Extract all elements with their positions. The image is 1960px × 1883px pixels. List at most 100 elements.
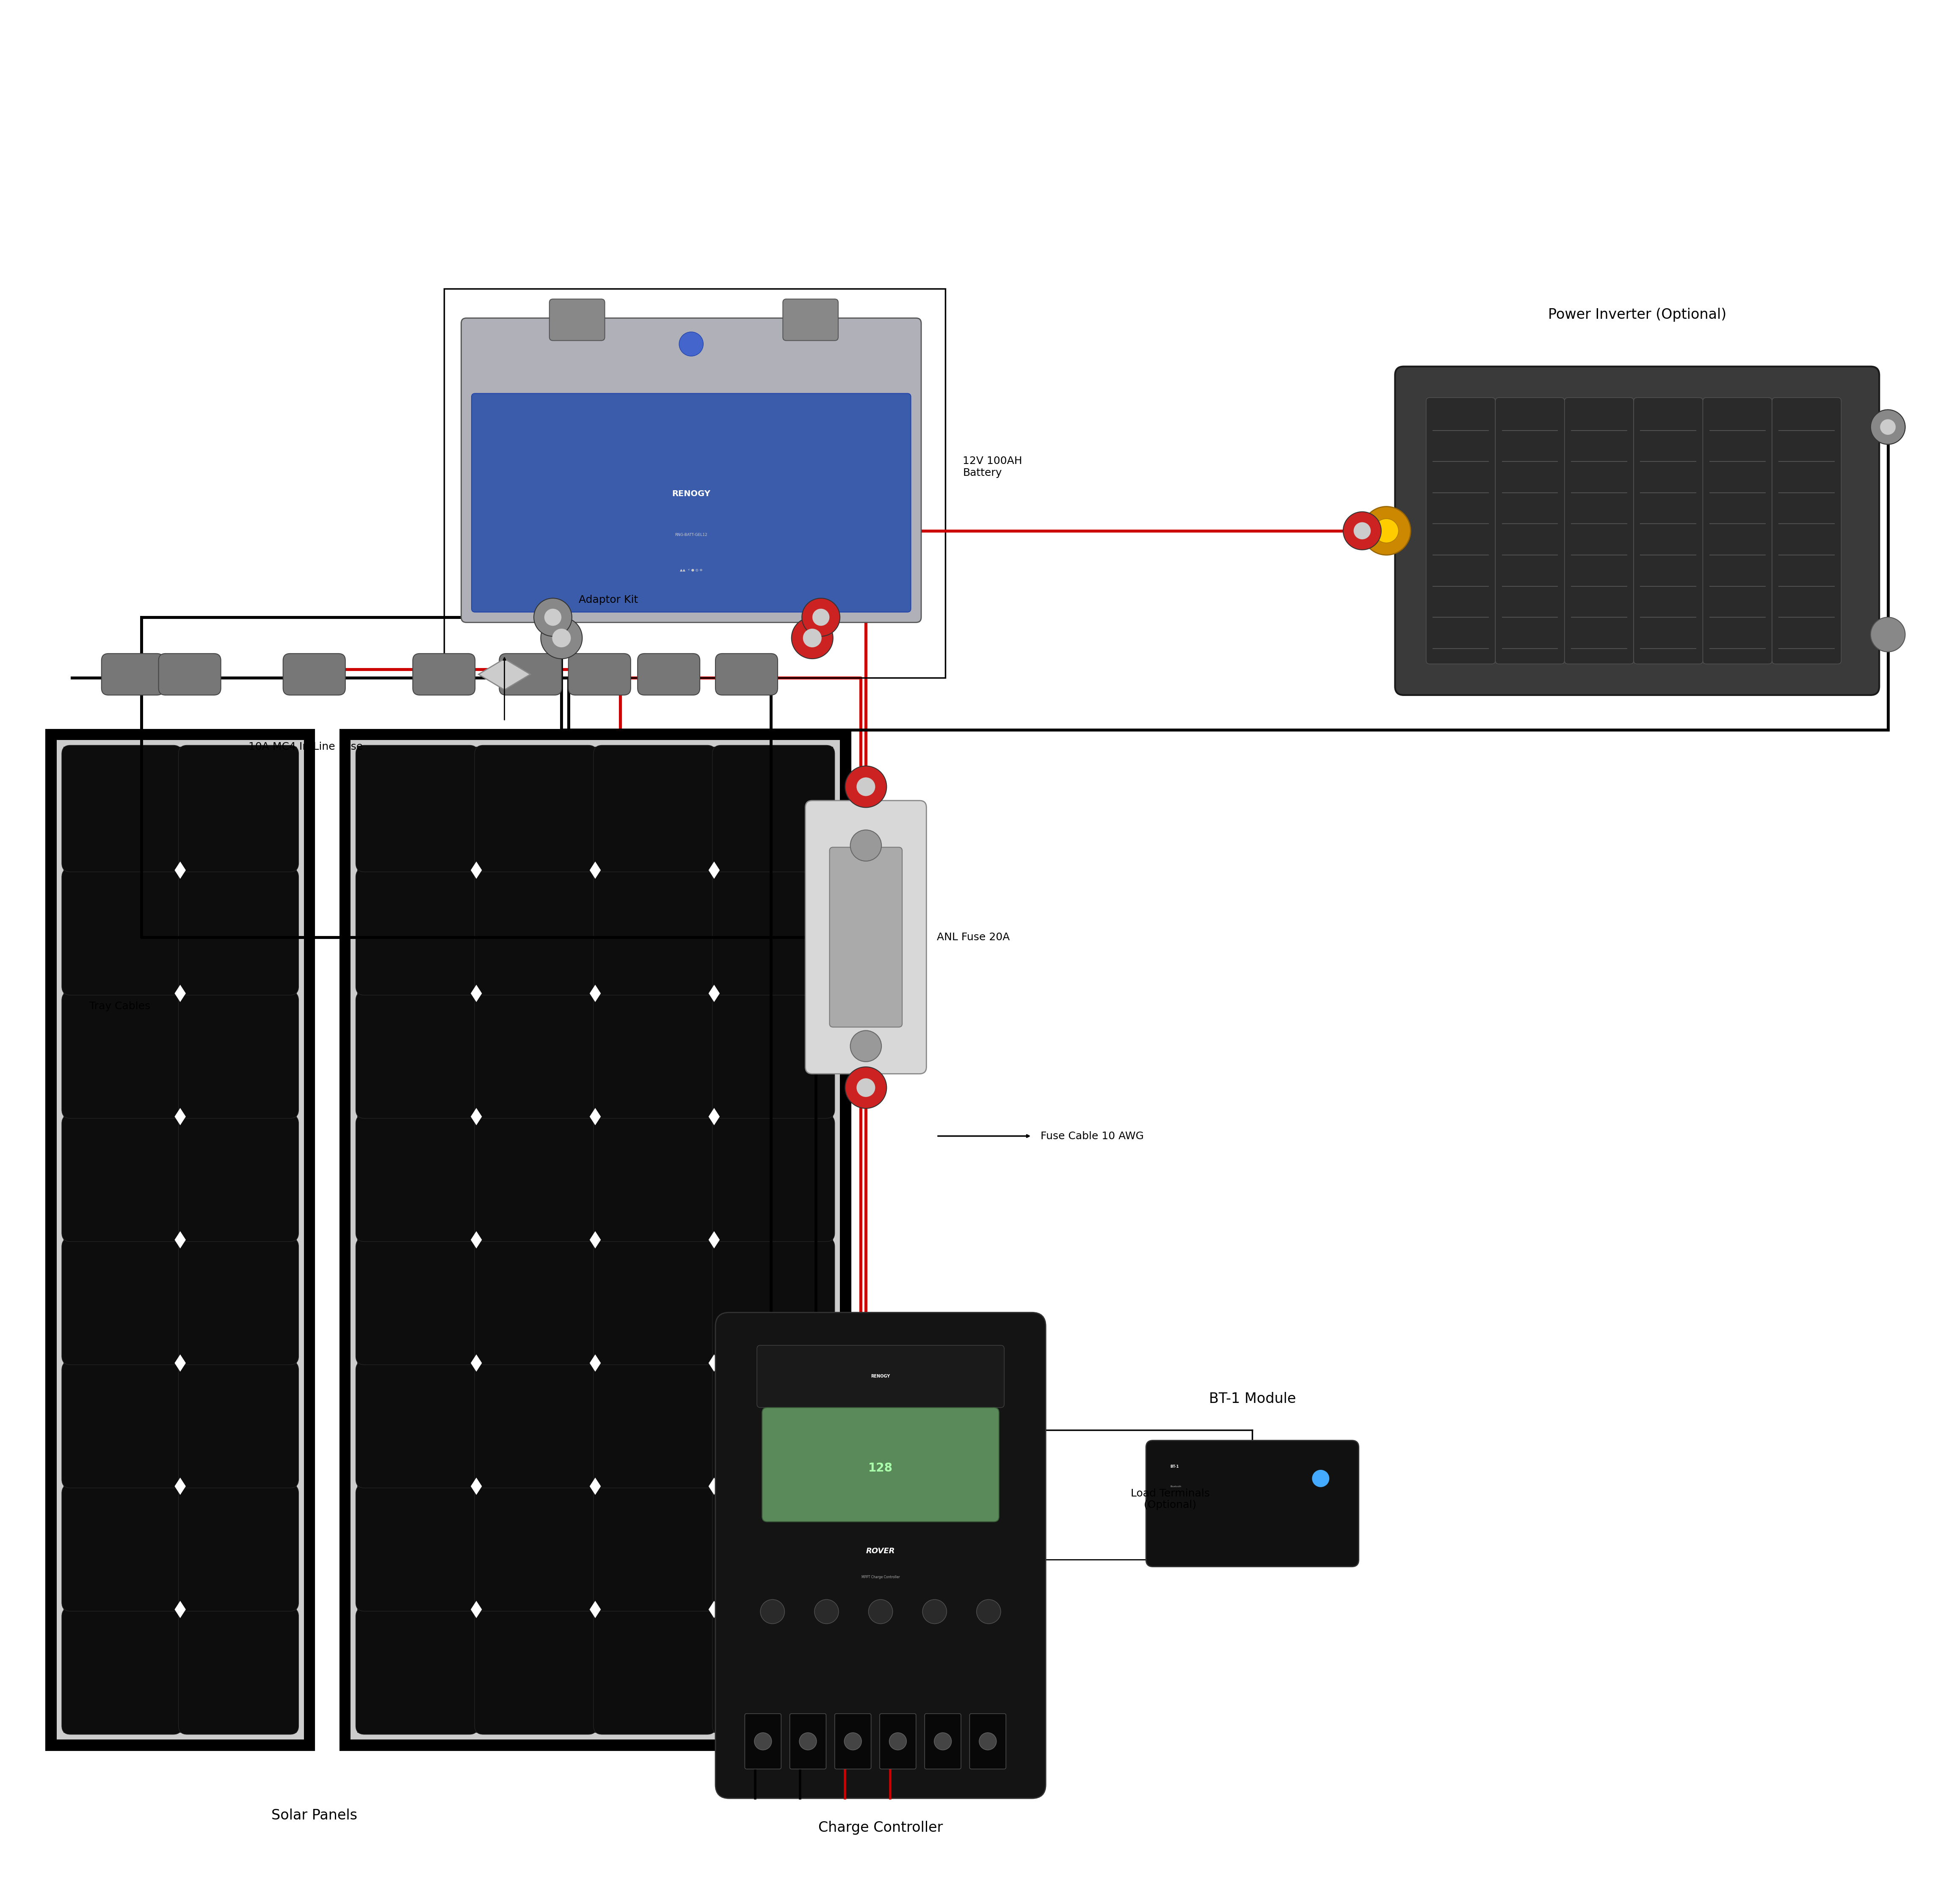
FancyBboxPatch shape	[474, 1608, 598, 1734]
Bar	[351, 740, 841, 1740]
Polygon shape	[708, 1107, 719, 1126]
Circle shape	[1870, 410, 1905, 444]
FancyBboxPatch shape	[61, 1115, 182, 1241]
Polygon shape	[470, 1478, 482, 1495]
FancyBboxPatch shape	[806, 800, 927, 1073]
FancyBboxPatch shape	[355, 746, 478, 872]
Circle shape	[1870, 618, 1905, 652]
FancyBboxPatch shape	[782, 299, 839, 341]
Polygon shape	[708, 1478, 719, 1495]
Circle shape	[815, 1599, 839, 1623]
FancyBboxPatch shape	[1635, 397, 1703, 665]
FancyBboxPatch shape	[355, 992, 478, 1119]
Circle shape	[802, 599, 841, 636]
FancyBboxPatch shape	[474, 746, 598, 872]
FancyBboxPatch shape	[711, 1361, 835, 1488]
Polygon shape	[708, 1231, 719, 1248]
FancyBboxPatch shape	[282, 653, 345, 695]
FancyBboxPatch shape	[1495, 397, 1564, 665]
FancyBboxPatch shape	[829, 847, 902, 1026]
FancyBboxPatch shape	[568, 653, 631, 695]
Bar	[47, 729, 314, 1749]
FancyBboxPatch shape	[711, 1484, 835, 1612]
FancyBboxPatch shape	[925, 1714, 960, 1768]
Circle shape	[545, 608, 561, 625]
Polygon shape	[470, 862, 482, 879]
FancyBboxPatch shape	[549, 299, 606, 341]
FancyBboxPatch shape	[355, 1484, 478, 1612]
Bar	[357, 748, 833, 1732]
FancyBboxPatch shape	[715, 653, 778, 695]
Bar	[63, 748, 296, 1732]
FancyBboxPatch shape	[178, 1484, 298, 1612]
Polygon shape	[590, 1601, 602, 1617]
Polygon shape	[470, 1231, 482, 1248]
Circle shape	[935, 1732, 951, 1749]
Circle shape	[1880, 420, 1895, 435]
Polygon shape	[470, 1601, 482, 1617]
FancyBboxPatch shape	[711, 992, 835, 1119]
Polygon shape	[590, 1231, 602, 1248]
FancyBboxPatch shape	[178, 1115, 298, 1241]
Circle shape	[857, 1079, 876, 1098]
FancyBboxPatch shape	[474, 1484, 598, 1612]
FancyBboxPatch shape	[61, 1608, 182, 1734]
Circle shape	[976, 1599, 1002, 1623]
FancyBboxPatch shape	[711, 1239, 835, 1365]
FancyBboxPatch shape	[178, 746, 298, 872]
Text: Charge Controller: Charge Controller	[817, 1821, 943, 1834]
Polygon shape	[174, 1354, 186, 1371]
FancyBboxPatch shape	[461, 318, 921, 623]
Polygon shape	[590, 985, 602, 1002]
FancyBboxPatch shape	[762, 1408, 1000, 1521]
FancyBboxPatch shape	[745, 1714, 782, 1768]
Text: BT-1 Module: BT-1 Module	[1209, 1392, 1296, 1407]
FancyBboxPatch shape	[178, 1608, 298, 1734]
Bar	[341, 729, 851, 1749]
Polygon shape	[708, 862, 719, 879]
Circle shape	[533, 599, 572, 636]
FancyBboxPatch shape	[711, 746, 835, 872]
Text: 128: 128	[868, 1463, 894, 1474]
FancyBboxPatch shape	[1147, 1440, 1358, 1567]
Bar	[1031, 1429, 1252, 1559]
FancyBboxPatch shape	[414, 653, 474, 695]
FancyBboxPatch shape	[355, 868, 478, 994]
Polygon shape	[478, 659, 531, 689]
FancyBboxPatch shape	[159, 653, 221, 695]
FancyBboxPatch shape	[1772, 397, 1840, 665]
FancyBboxPatch shape	[637, 653, 700, 695]
FancyBboxPatch shape	[178, 1239, 298, 1365]
FancyBboxPatch shape	[1396, 367, 1880, 695]
Circle shape	[760, 1599, 784, 1623]
Circle shape	[553, 629, 570, 648]
Circle shape	[800, 1732, 817, 1749]
Circle shape	[851, 1030, 882, 1062]
FancyBboxPatch shape	[61, 1484, 182, 1612]
Circle shape	[811, 608, 829, 625]
FancyBboxPatch shape	[355, 1608, 478, 1734]
FancyBboxPatch shape	[594, 868, 715, 994]
FancyBboxPatch shape	[711, 1115, 835, 1241]
Polygon shape	[470, 985, 482, 1002]
FancyBboxPatch shape	[594, 1608, 715, 1734]
FancyBboxPatch shape	[594, 1361, 715, 1488]
Bar	[443, 288, 945, 678]
Circle shape	[678, 331, 704, 356]
Circle shape	[845, 766, 886, 808]
FancyBboxPatch shape	[757, 1344, 1004, 1408]
Circle shape	[980, 1732, 996, 1749]
Text: MPPT Charge Controller: MPPT Charge Controller	[860, 1576, 900, 1580]
Text: Load Terminals
(Optional): Load Terminals (Optional)	[1131, 1488, 1209, 1510]
FancyBboxPatch shape	[835, 1714, 870, 1768]
FancyBboxPatch shape	[472, 394, 911, 612]
Text: 10A MC4 In-Line Fuse: 10A MC4 In-Line Fuse	[249, 742, 363, 751]
Text: RENOGY: RENOGY	[672, 490, 710, 497]
Polygon shape	[470, 1107, 482, 1126]
FancyBboxPatch shape	[500, 653, 561, 695]
FancyBboxPatch shape	[1703, 397, 1772, 665]
Circle shape	[1311, 1471, 1329, 1488]
Circle shape	[541, 618, 582, 659]
FancyBboxPatch shape	[594, 1115, 715, 1241]
FancyBboxPatch shape	[474, 1361, 598, 1488]
